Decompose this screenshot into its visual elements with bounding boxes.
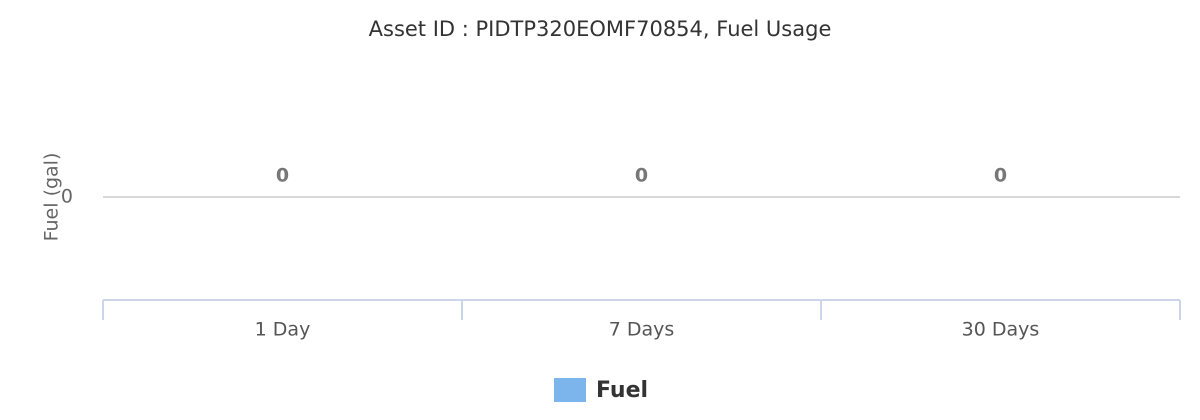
y-axis-title: Fuel (gal) (41, 153, 63, 242)
y-tick-label: 0 (61, 186, 73, 208)
x-tick-label: 30 Days (962, 319, 1040, 341)
chart-title: Asset ID : PIDTP320EOMF70854, Fuel Usage (369, 17, 832, 41)
data-label: 0 (276, 165, 289, 187)
legend-swatch[interactable] (554, 378, 586, 402)
data-label: 0 (994, 165, 1007, 187)
legend-label: Fuel (596, 378, 648, 403)
x-tick-label: 1 Day (255, 319, 311, 341)
x-tick-label: 7 Days (609, 319, 675, 341)
data-label: 0 (635, 165, 648, 187)
